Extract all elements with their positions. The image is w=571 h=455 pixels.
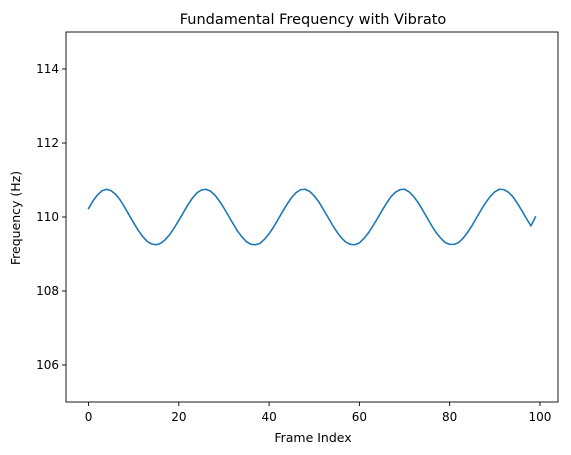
x-tick-label: 80 (442, 410, 457, 424)
x-tick-label: 60 (352, 410, 367, 424)
y-axis-label: Frequency (Hz) (8, 171, 23, 265)
y-tick-label: 106 (36, 358, 59, 372)
chart-title: Fundamental Frequency with Vibrato (180, 12, 447, 28)
y-tick-label: 112 (36, 136, 59, 150)
series-line-0 (87, 188, 537, 246)
y-tick-label: 114 (36, 62, 59, 76)
x-tick-label: 0 (85, 410, 93, 424)
x-tick-label: 20 (171, 410, 186, 424)
y-tick-label: 110 (36, 210, 59, 224)
y-tick-label: 108 (36, 284, 59, 298)
x-axis-label: Frame Index (274, 430, 351, 445)
x-tick-label: 40 (261, 410, 276, 424)
plot-area: 0 20 40 60 80 100 106 108 110 112 114 (36, 31, 559, 424)
x-tick-label: 100 (528, 410, 551, 424)
